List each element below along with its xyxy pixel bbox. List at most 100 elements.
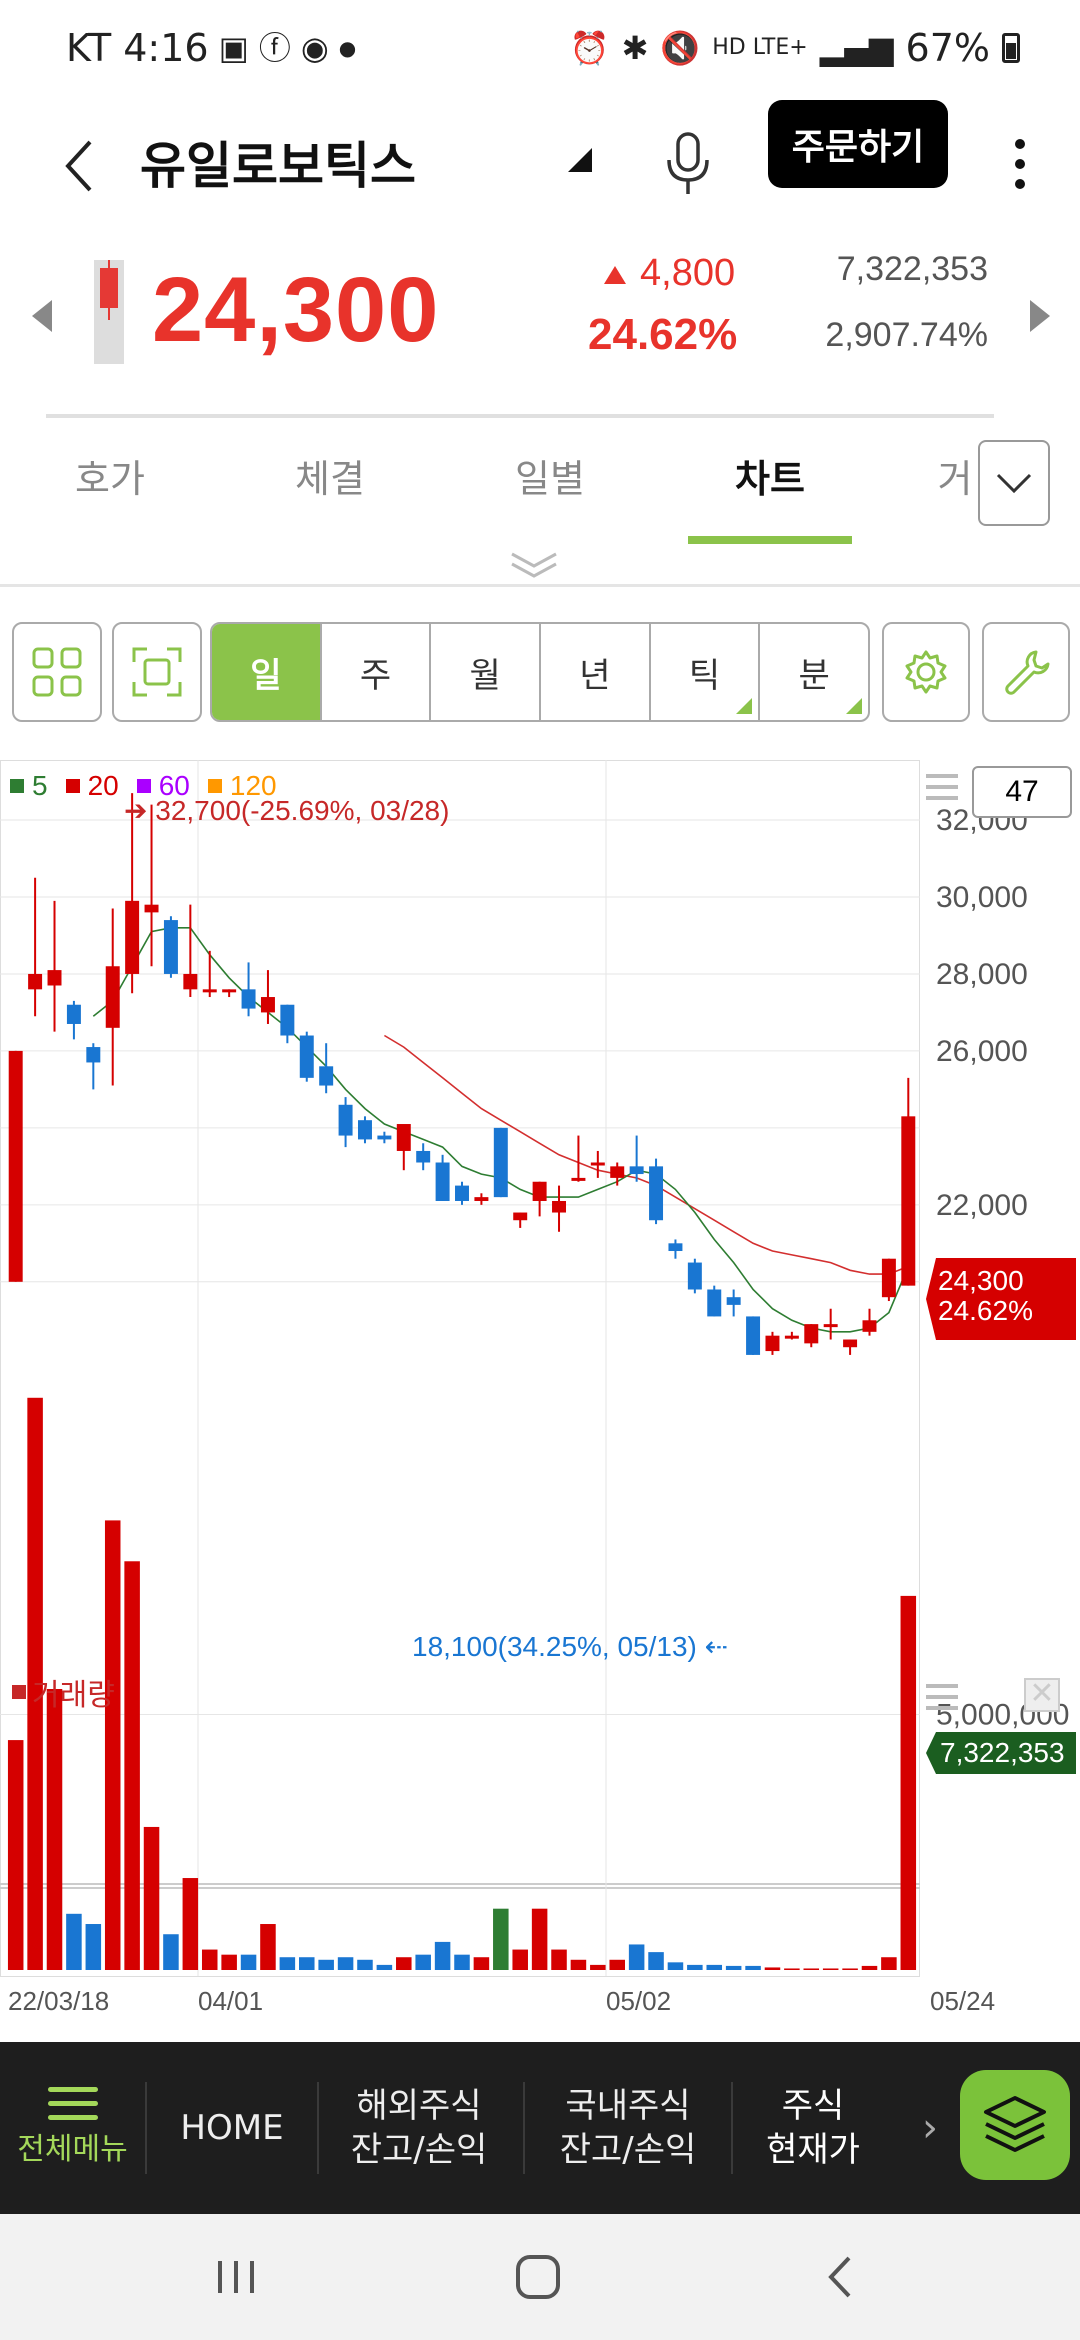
volume-bar	[240, 1954, 257, 1970]
chart-canvas[interactable]: 32,00030,00028,00026,00022,00020,0005,00…	[0, 760, 1080, 2040]
tab-orderbook[interactable]: 호가	[75, 457, 145, 501]
current-price-tag-value: 24,300	[938, 1265, 1024, 1296]
current-price: 24,300	[152, 259, 440, 361]
chart-tools-button[interactable]	[982, 622, 1070, 722]
volume-bar	[706, 1964, 723, 1970]
candle-body	[260, 997, 275, 1013]
system-back-button[interactable]	[800, 2242, 880, 2312]
legend-label-5: 5	[32, 770, 48, 801]
layout-grid-button[interactable]	[12, 622, 102, 722]
candle-body	[435, 1162, 450, 1201]
tab-daily[interactable]: 일별	[515, 457, 585, 501]
chart-menu-icon[interactable]	[926, 774, 958, 800]
close-volume-icon[interactable]: ✕	[1024, 1678, 1060, 1712]
candle-body	[649, 1166, 664, 1221]
legend-label-20: 20	[87, 770, 119, 801]
more-options-button[interactable]	[990, 114, 1050, 214]
tab-trades[interactable]: 체결	[295, 457, 365, 501]
current-volume-tag: 7,322,353	[926, 1732, 1076, 1774]
period-tick[interactable]: 틱	[651, 624, 761, 720]
high-price-annotation-text: 32,700(-25.69%, 03/28)	[155, 795, 450, 826]
recent-apps-icon	[218, 2261, 254, 2293]
back-button[interactable]	[40, 126, 120, 206]
date-axis-label: 05/24	[930, 1986, 995, 2016]
nav-scroll-right-icon[interactable]: ›	[922, 2105, 938, 2151]
tab-more[interactable]: 거	[937, 457, 973, 501]
legend-swatch-120	[207, 779, 222, 793]
ma-legend: 5 20 60 120	[10, 770, 277, 802]
fullscreen-button[interactable]	[112, 622, 202, 722]
legend-swatch-60	[136, 779, 151, 793]
period-tick-label: 틱	[688, 655, 721, 696]
period-week[interactable]: 주	[322, 624, 432, 720]
location-icon: ◉	[300, 29, 329, 67]
status-right: ⏰ ✱ 🔇 HD LTE+ ▂▄▆ 67%	[570, 26, 1020, 70]
period-day[interactable]: 일	[212, 624, 322, 720]
candle-body	[784, 1335, 799, 1339]
visible-count-box[interactable]: 47	[972, 766, 1072, 818]
nav-separator	[317, 2082, 319, 2174]
more-dot-icon	[1015, 179, 1025, 189]
gear-icon	[905, 650, 947, 694]
bottom-navigation: 전체메뉴 HOME 해외주식 잔고/손익 국내주식 잔고/손익 주식 현재가 ›	[0, 2042, 1080, 2214]
layers-button[interactable]	[960, 2070, 1070, 2180]
price-axis-tick: 30,000	[936, 881, 1028, 914]
volume-bar	[784, 1968, 800, 1970]
candle-body	[862, 1320, 877, 1332]
home-button[interactable]	[498, 2242, 578, 2312]
more-dot-icon	[1015, 159, 1025, 169]
candle-body	[823, 1324, 838, 1328]
volume-bar	[764, 1967, 781, 1970]
period-year[interactable]: 년	[541, 624, 651, 720]
current-price-tag-pct: 24.62%	[938, 1295, 1033, 1326]
nav-separator	[523, 2082, 525, 2174]
candle-body	[241, 989, 256, 1009]
stock-chart[interactable]: 32,00030,00028,00026,00022,00020,0005,00…	[0, 760, 1080, 2040]
candle-body	[552, 1200, 567, 1213]
nav-home[interactable]: HOME	[180, 2107, 284, 2148]
volume-menu-icon[interactable]	[926, 1684, 958, 1710]
voice-search-button[interactable]	[650, 114, 726, 214]
volume-bar	[260, 1924, 276, 1970]
volume-bar	[66, 1913, 82, 1970]
candle-body	[144, 904, 159, 913]
stock-dropdown-icon[interactable]	[568, 148, 592, 172]
dropdown-corner-icon	[736, 698, 753, 714]
mini-candle-icon	[94, 260, 124, 364]
low-price-annotation: 18,100(34.25%, 05/13) ⇠	[412, 1631, 729, 1662]
volume-bar	[512, 1949, 528, 1970]
candle-body	[474, 1197, 489, 1201]
order-button[interactable]: 주문하기	[768, 100, 948, 188]
candle-body	[513, 1212, 528, 1221]
legend-swatch-20	[65, 779, 80, 793]
nav-domestic-balance[interactable]: 국내주식 잔고/손익	[559, 2085, 697, 2170]
volume-ratio: 2,907.74%	[825, 316, 988, 354]
legend-label-120: 120	[229, 770, 277, 801]
prev-stock-button[interactable]	[32, 300, 52, 332]
pull-down-handle[interactable]	[506, 548, 562, 584]
active-tab-indicator	[688, 536, 852, 544]
nav-overseas-balance[interactable]: 해외주식 잔고/손익	[350, 2085, 488, 2170]
volume-bar	[842, 1968, 858, 1970]
chart-settings-button[interactable]	[882, 622, 970, 722]
recent-apps-button[interactable]	[196, 2242, 276, 2312]
volume-legend: 거래량	[12, 1670, 115, 1714]
hamburger-icon	[47, 2087, 98, 2120]
period-month[interactable]: 월	[431, 624, 542, 720]
volume-bar	[396, 1957, 412, 1970]
wrench-icon	[1005, 650, 1050, 695]
nav-all-menu[interactable]: 전체메뉴	[0, 2042, 145, 2214]
volume-bar	[667, 1962, 684, 1970]
candle-body	[66, 1004, 81, 1024]
period-minute[interactable]: 분	[760, 624, 868, 720]
next-stock-button[interactable]	[1030, 300, 1050, 332]
expand-tabs-button[interactable]	[978, 440, 1050, 526]
candle-body	[707, 1289, 722, 1317]
tab-chart[interactable]: 차트	[735, 457, 805, 501]
volume-bar	[628, 1944, 645, 1970]
fullscreen-icon	[132, 647, 182, 697]
nav-stock-price[interactable]: 주식 현재가	[766, 2085, 860, 2170]
price-axis-tick: 28,000	[936, 958, 1028, 991]
stock-name[interactable]: 유일로보틱스	[140, 137, 416, 195]
